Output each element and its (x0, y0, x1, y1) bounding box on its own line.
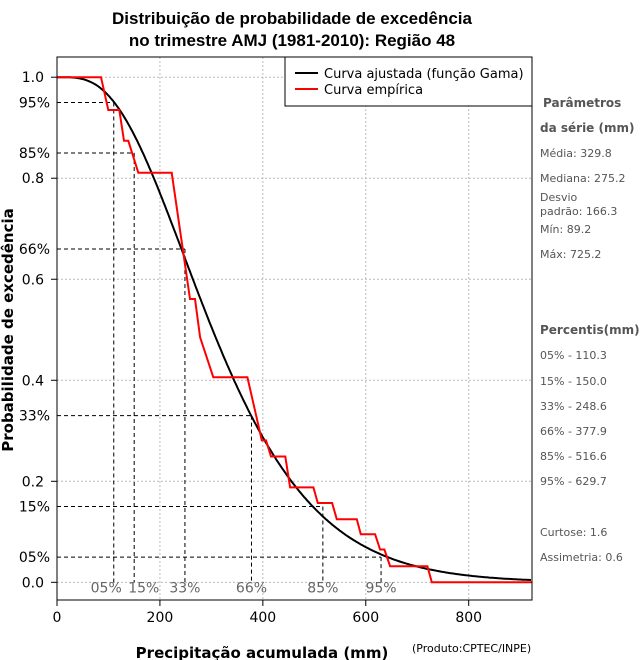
x-tick-label: 400 (249, 610, 276, 626)
percentil-33: 33% - 248.6 (540, 400, 607, 413)
x-axis-label: Precipitação acumulada (mm) (136, 644, 389, 660)
legend: Curva ajustada (função Gama) Curva empír… (284, 56, 533, 107)
axis-ticks: 0 200 400 600 800 0.0 0.2 0.4 0.6 0.8 1.0 95% 05% 85%… (19, 70, 482, 626)
y-tick-label: 0.6 (22, 272, 44, 288)
stat-media: Média: 329.8 (540, 147, 612, 160)
x-tick-label: 200 (147, 610, 174, 626)
legend-label-empirical: Curva empírica (324, 83, 423, 98)
y-tick-label: 0.0 (22, 575, 44, 591)
y-percent-label: 33% (19, 409, 50, 425)
legend-box (284, 56, 533, 107)
side-panel: Parâmetros da série (mm) Média: 329.8 Me… (540, 96, 640, 564)
x-tick-label: 800 (455, 610, 482, 626)
empirical-line (57, 76, 532, 584)
x-percent-label: 15% (128, 580, 159, 596)
plot-frame (56, 56, 533, 601)
y-percent-label: 95% (19, 95, 50, 111)
y-percent-label: 85% (19, 146, 50, 162)
y-tick-label: 0.4 (22, 373, 44, 389)
percentil-66: 66% - 377.9 (540, 425, 607, 438)
y-percent-label: 05% (19, 550, 50, 566)
y-tick-label: 1.0 (22, 70, 44, 86)
series (57, 76, 532, 584)
percentil-85: 85% - 516.6 (540, 450, 607, 463)
stat-mediana: Mediana: 275.2 (540, 172, 625, 185)
x-tick-label: 0 (53, 610, 62, 626)
percentil-15: 15% - 150.0 (540, 375, 607, 388)
x-tick-label: 600 (352, 610, 379, 626)
stat-desvio-2: padrão: 166.3 (540, 205, 617, 218)
y-tick-label: 0.8 (22, 171, 44, 187)
params-title: Parâmetros (543, 96, 621, 110)
y-percent-label: 66% (19, 242, 50, 258)
stat-max: Máx: 725.2 (540, 248, 601, 261)
legend-label-gamma: Curva ajustada (função Gama) (324, 67, 524, 82)
y-percent-label: 15% (19, 500, 50, 516)
stat-curtose: Curtose: 1.6 (540, 526, 607, 539)
percentil-05: 05% - 110.3 (540, 349, 607, 362)
stat-min: Mín: 89.2 (540, 223, 591, 236)
x-percent-label: 66% (236, 580, 267, 596)
stat-desvio-1: Desvio (540, 191, 578, 204)
x-percent-label: 95% (365, 580, 396, 596)
params-subtitle: da série (mm) (540, 121, 634, 135)
chart-title-line-2: no trimestre AMJ (1981-2010): Região 48 (129, 31, 455, 50)
x-percent-label: 33% (169, 580, 200, 596)
x-percent-label: 05% (91, 580, 122, 596)
x-percent-label: 85% (307, 580, 338, 596)
percentil-95: 95% - 629.7 (540, 475, 607, 488)
grid (57, 57, 532, 600)
y-tick-label: 0.2 (22, 474, 44, 490)
credit-text: (Produto:CPTEC/INPE) (412, 642, 531, 655)
percentis-title: Percentis(mm) (540, 323, 640, 337)
y-axis-label: Probabilidade de excedência (0, 208, 17, 452)
gamma-fit-line (57, 76, 532, 581)
chart-title-line-1: Distribuição de probabilidade de excedên… (112, 9, 472, 28)
percentile-lines (57, 101, 382, 583)
stat-assimetria: Assimetria: 0.6 (540, 551, 623, 564)
